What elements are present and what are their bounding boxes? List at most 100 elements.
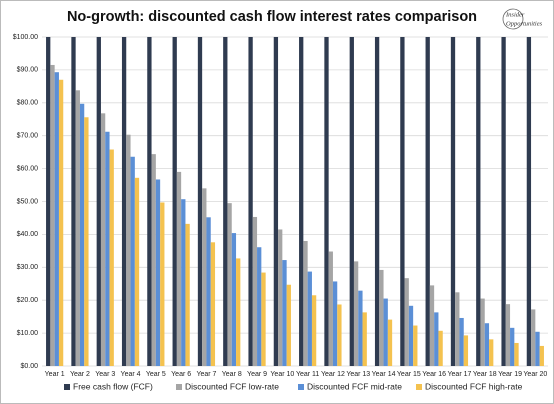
x-tick-label: Year 6 [171,371,191,378]
bar [71,37,76,366]
x-tick-label: Year 18 [473,371,497,378]
legend-swatch [176,384,182,390]
logo-text: Opportunities [506,20,543,27]
bar [484,323,490,366]
bar [75,90,80,366]
bar [463,335,469,366]
bar [476,37,481,366]
bar [147,37,152,366]
legend-label: Discounted FCF mid-rate [307,381,402,391]
x-tick-label: Year 2 [70,371,90,378]
bar [278,229,283,366]
bar [535,331,540,366]
y-tick-label: $20.00 [17,297,39,304]
bar [539,345,544,366]
legend-label: Free cash flow (FCF) [73,381,153,391]
bar [231,233,237,366]
x-tick-label: Year 8 [222,371,242,378]
bar [185,223,190,366]
bar [58,79,64,367]
bar [160,202,165,366]
bar [46,37,51,366]
bar [84,117,89,366]
x-tick-label: Year 11 [296,371,319,378]
bar [248,37,253,366]
bar [181,199,186,366]
bar [79,103,85,367]
bar [100,113,106,366]
x-tick-label: Year 14 [372,371,396,378]
y-tick-label: $60.00 [17,165,39,172]
bar [408,305,414,366]
x-tick-label: Year 4 [121,371,141,378]
legend-label: Discounted FCF low-rate [185,381,279,391]
y-tick-label: $40.00 [17,231,39,238]
bar [105,131,110,366]
x-tick-label: Year 7 [196,371,216,378]
x-tick-label: Year 16 [422,371,446,378]
bar [450,37,456,366]
bar [480,298,485,366]
bar [349,37,354,366]
x-tick-label: Year 13 [346,371,370,378]
bar [210,242,216,366]
bar [236,258,241,366]
bar [510,327,515,366]
bar [434,312,439,366]
y-tick-label: $80.00 [17,100,39,107]
x-tick-label: Year 1 [45,371,65,378]
bar [413,325,418,366]
y-tick-label: $0.00 [20,363,38,370]
bar [286,284,291,366]
bar [273,37,279,366]
bar [387,319,393,366]
bar [227,203,232,366]
bar [514,342,519,366]
y-tick-label: $90.00 [17,67,39,74]
bar [261,272,266,366]
bar [303,240,308,366]
bar [172,37,177,366]
bar [130,156,135,366]
bar [311,295,317,366]
bar [109,149,114,366]
bar [353,261,359,366]
logo-mark [502,8,524,30]
bar [324,37,329,366]
bar [489,339,494,366]
legend-swatch [298,384,304,390]
bar [362,312,367,366]
bar [531,309,536,366]
bar [400,37,405,366]
y-tick-label: $30.00 [17,264,39,271]
bar [455,292,460,366]
logo-text: Insider [505,11,525,18]
x-tick-label: Year 3 [95,371,115,378]
bar [176,171,182,366]
bar [126,134,131,366]
bar [332,281,338,366]
x-tick-label: Year 5 [146,371,166,378]
bar [429,285,435,366]
bar [404,278,409,366]
bar [501,37,506,366]
bar [54,72,59,366]
legend-label: Discounted FCF high-rate [425,381,523,391]
bar [299,37,304,366]
bar [151,154,156,366]
y-tick-label: $50.00 [17,198,39,205]
x-tick-label: Year 15 [397,371,421,378]
x-tick-label: Year 12 [321,371,345,378]
bar [252,216,258,366]
x-tick-label: Year 9 [247,371,267,378]
bar [383,298,388,366]
bar [374,37,380,366]
bar [206,217,211,366]
bar [425,37,430,366]
bar [379,269,384,366]
bar [197,37,203,366]
bar [202,188,207,366]
bar [121,37,127,366]
bar [307,271,312,366]
